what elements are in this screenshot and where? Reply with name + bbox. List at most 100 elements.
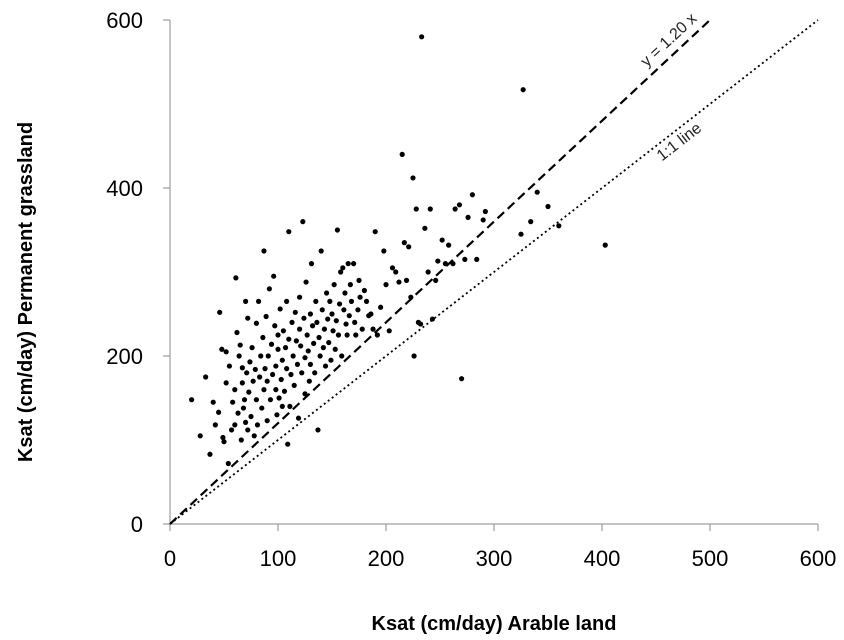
data-point: [335, 332, 342, 338]
data-point: [413, 206, 419, 212]
data-point: [450, 261, 456, 267]
data-point: [286, 229, 292, 235]
data-point: [271, 273, 277, 279]
data-point: [411, 353, 417, 359]
data-point: [305, 348, 311, 354]
data-point: [330, 328, 336, 334]
data-point: [401, 240, 407, 246]
data-point: [417, 321, 424, 327]
data-point: [456, 202, 463, 208]
data-point: [257, 374, 263, 380]
data-point: [238, 437, 244, 443]
data-point: [301, 315, 307, 321]
data-point: [243, 298, 249, 304]
data-point: [372, 229, 378, 235]
data-point: [534, 189, 540, 195]
data-point: [273, 363, 279, 369]
data-points: [189, 34, 608, 467]
data-point: [315, 427, 321, 433]
axis-ticks: [163, 19, 819, 531]
data-point: [290, 353, 296, 359]
data-point: [482, 208, 488, 215]
x-tick-label: 0: [164, 546, 176, 571]
data-point: [272, 323, 278, 329]
data-point: [243, 419, 249, 425]
data-point: [331, 282, 337, 288]
data-point: [245, 427, 251, 433]
data-point: [312, 370, 318, 376]
data-point: [545, 203, 551, 210]
data-point: [258, 353, 264, 359]
data-point: [345, 261, 351, 267]
data-point: [427, 206, 433, 212]
data-point: [265, 353, 271, 359]
data-point: [374, 332, 380, 338]
data-point: [389, 265, 396, 271]
data-point: [284, 298, 290, 304]
data-point: [556, 223, 562, 229]
data-point: [328, 357, 334, 363]
data-point: [260, 334, 266, 341]
data-point: [314, 319, 320, 325]
x-tick-label: 400: [584, 546, 621, 571]
regression-line: [169, 19, 711, 525]
data-point: [246, 389, 252, 395]
data-point: [474, 256, 480, 262]
data-point: [288, 371, 294, 378]
y-tick-label: 0: [131, 512, 143, 537]
data-point: [313, 298, 319, 304]
data-point: [267, 397, 274, 403]
data-point: [324, 290, 330, 296]
data-point: [302, 355, 308, 361]
x-tick-label: 200: [368, 546, 405, 571]
data-point: [255, 298, 262, 304]
data-point: [302, 391, 308, 397]
data-point: [251, 433, 257, 439]
data-point: [346, 313, 352, 319]
data-point: [347, 282, 353, 288]
y-tick-label: 400: [106, 176, 143, 201]
data-point: [396, 279, 402, 285]
data-point: [344, 332, 350, 338]
data-point: [304, 332, 310, 338]
data-point: [244, 370, 250, 376]
data-point: [408, 294, 414, 300]
data-point: [319, 307, 325, 313]
data-point: [279, 357, 285, 363]
data-point: [340, 265, 346, 271]
data-point: [520, 87, 526, 93]
data-point: [230, 399, 236, 405]
data-point: [263, 313, 269, 320]
data-point: [422, 225, 428, 231]
data-point: [212, 422, 218, 428]
data-point: [343, 321, 349, 327]
data-point: [309, 323, 316, 329]
data-point: [223, 349, 229, 355]
data-point: [368, 311, 374, 317]
data-point: [321, 326, 328, 332]
data-point: [294, 361, 301, 367]
data-point: [320, 345, 326, 351]
regression-line-label: y = 1.20 x: [638, 10, 701, 70]
data-point: [264, 418, 270, 424]
data-point: [419, 34, 425, 40]
data-point: [266, 286, 272, 292]
data-point: [307, 311, 313, 317]
data-point: [348, 298, 355, 304]
data-point: [275, 332, 281, 338]
data-point: [334, 227, 340, 233]
data-point: [297, 326, 303, 332]
x-tick-label: 100: [260, 546, 297, 571]
y-tick-label: 600: [106, 8, 143, 33]
data-point: [357, 294, 363, 300]
data-point: [341, 307, 347, 313]
data-point: [293, 338, 299, 344]
data-point: [292, 309, 298, 315]
data-point: [228, 427, 235, 433]
data-point: [250, 378, 256, 384]
data-point: [203, 374, 209, 380]
data-point: [286, 336, 292, 342]
data-point: [276, 395, 282, 401]
data-point: [221, 439, 227, 445]
